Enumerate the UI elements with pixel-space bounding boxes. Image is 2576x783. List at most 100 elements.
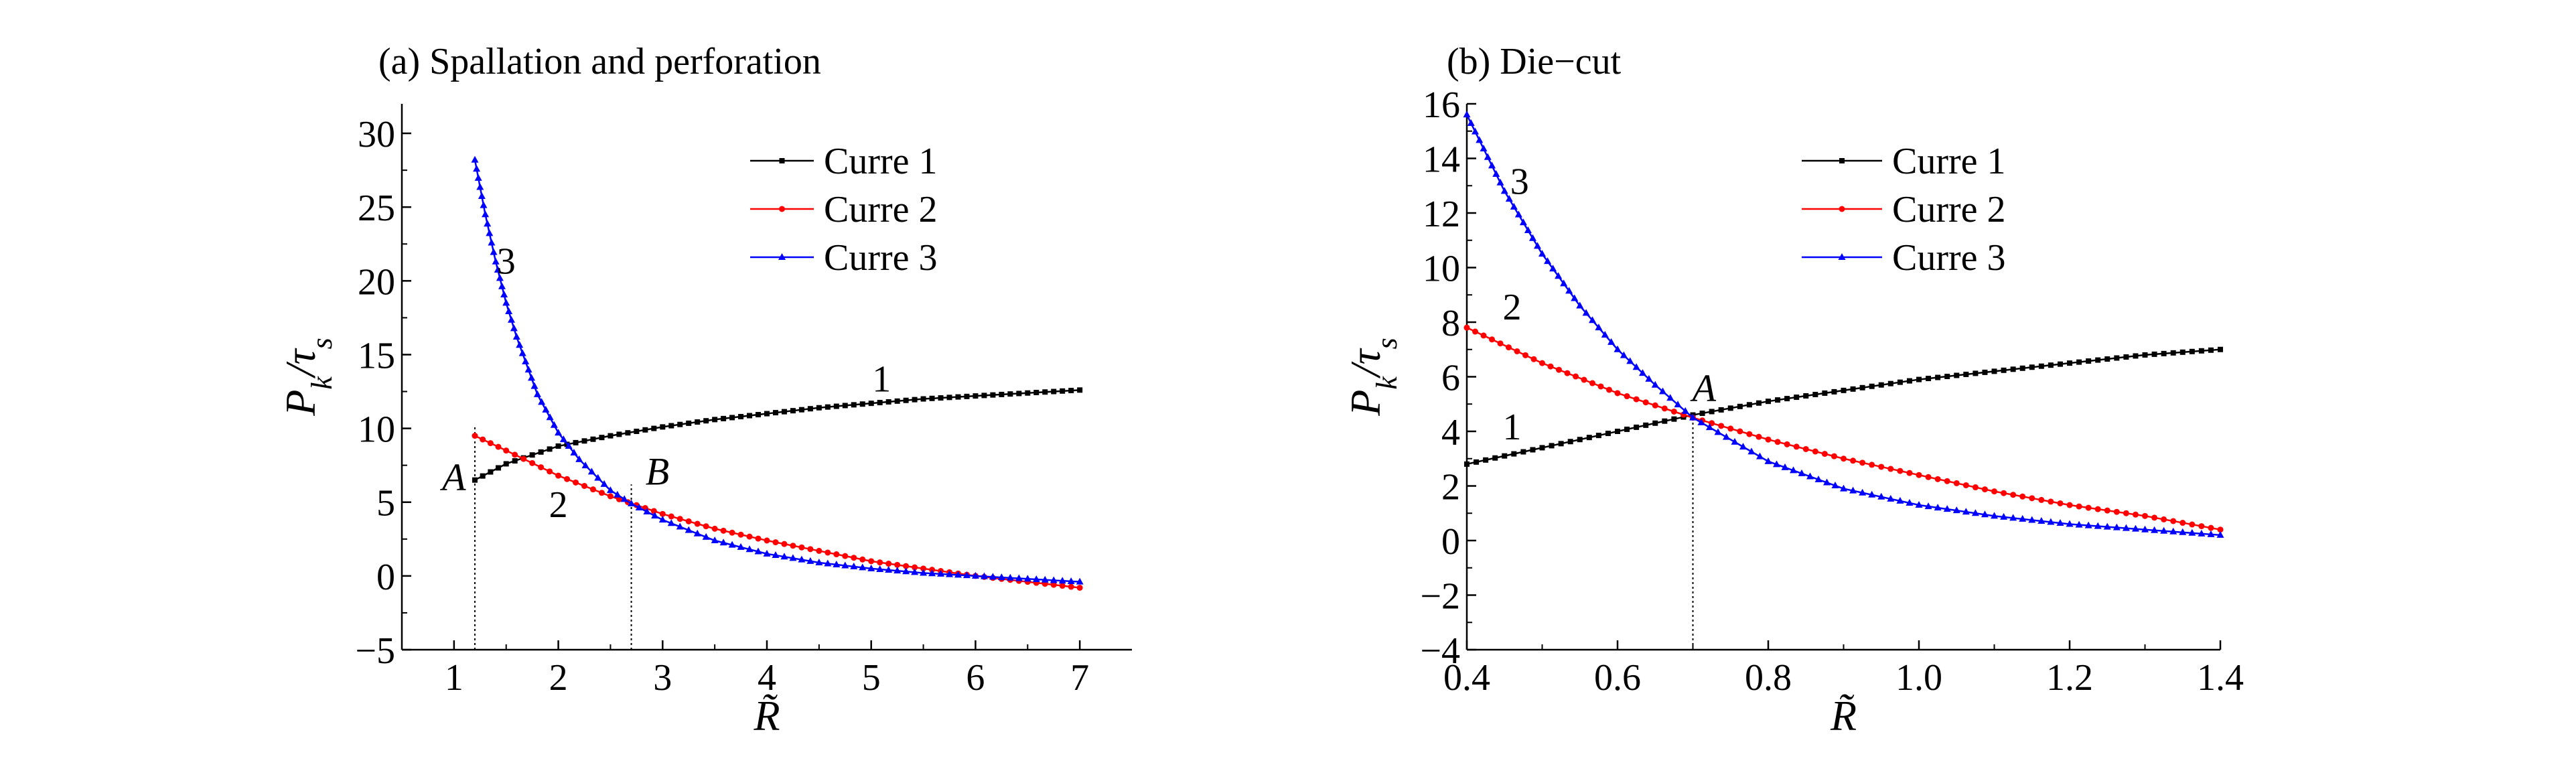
annotation-label: 1 <box>872 359 891 401</box>
data-point <box>538 398 546 405</box>
data-point <box>929 395 935 401</box>
data-point <box>1925 474 1932 480</box>
data-point <box>2076 359 2082 365</box>
data-point <box>1737 403 1743 409</box>
data-point <box>1831 482 1839 489</box>
data-point <box>1597 383 1604 390</box>
series-3 <box>1463 111 2224 538</box>
data-point <box>885 561 892 567</box>
data-point <box>1916 376 1922 382</box>
data-point <box>1076 577 1084 585</box>
data-point <box>2170 350 2176 356</box>
data-point <box>1887 494 1895 502</box>
data-point <box>1737 428 1743 435</box>
data-point <box>2010 366 2016 372</box>
data-point <box>1463 324 1470 331</box>
data-point <box>625 430 631 436</box>
data-point <box>1556 366 1562 373</box>
data-point <box>912 564 918 571</box>
data-point <box>1626 357 1634 364</box>
data-point <box>522 357 530 364</box>
annotation-label: A <box>439 455 466 499</box>
data-point <box>1746 402 1752 408</box>
data-point <box>1915 501 1923 508</box>
data-point <box>877 559 883 566</box>
data-point <box>912 397 918 403</box>
data-point <box>1502 453 1508 459</box>
data-point <box>530 382 539 389</box>
data-point <box>570 448 578 455</box>
data-point <box>1897 379 1903 385</box>
data-point <box>1764 457 1772 464</box>
data-point <box>2151 514 2158 521</box>
data-point <box>1033 389 1040 395</box>
data-point <box>894 398 900 404</box>
data-point <box>1614 345 1622 352</box>
data-point <box>1564 370 1571 376</box>
data-point <box>2057 500 2064 506</box>
data-point <box>1850 457 1857 464</box>
data-point <box>1944 478 1950 484</box>
data-point <box>1496 178 1504 186</box>
annotation-label: 3 <box>497 240 516 282</box>
x-tick-label: 6 <box>966 657 985 699</box>
data-point <box>1906 378 1912 384</box>
data-point <box>2076 503 2082 510</box>
data-point <box>598 490 605 496</box>
data-point <box>876 565 884 572</box>
data-point <box>816 405 822 411</box>
x-axis-label: R̃ <box>753 692 780 739</box>
data-point <box>2000 512 2008 520</box>
data-point <box>1766 399 1771 405</box>
data-point <box>790 543 796 549</box>
data-point <box>1878 382 1884 388</box>
legend-label: Curre 1 <box>824 141 938 182</box>
data-point <box>1571 294 1579 301</box>
data-point <box>555 429 563 436</box>
data-point <box>973 393 979 399</box>
data-point <box>1991 368 1997 374</box>
data-point <box>807 546 814 553</box>
annotation-label: B <box>646 449 669 493</box>
legend-marker <box>1839 158 1845 163</box>
data-point <box>756 412 762 418</box>
data-point <box>542 405 550 413</box>
y-tick-label: 4 <box>1441 412 1460 453</box>
data-point <box>825 549 831 556</box>
series-1 <box>1464 346 2223 467</box>
x-tick-label: 0.8 <box>1745 657 1792 699</box>
data-point <box>1731 437 1739 445</box>
data-point <box>1480 145 1488 152</box>
data-point <box>1718 407 1724 413</box>
data-point <box>2047 518 2055 525</box>
data-point <box>685 526 693 533</box>
data-point <box>685 518 692 524</box>
data-point <box>711 537 719 543</box>
data-point <box>635 503 643 510</box>
data-point <box>512 451 518 458</box>
data-point <box>1582 309 1590 316</box>
data-point <box>903 397 909 403</box>
data-point <box>1991 512 1998 519</box>
data-point <box>729 529 735 536</box>
data-point <box>2057 361 2063 367</box>
data-point <box>1524 226 1532 233</box>
data-point <box>747 413 753 419</box>
data-point <box>1709 409 1715 415</box>
data-point <box>1476 136 1484 143</box>
data-point <box>990 392 996 398</box>
data-point <box>2217 526 2224 533</box>
data-point <box>1539 445 1545 451</box>
data-point <box>1068 583 1074 590</box>
data-point <box>1878 464 1885 470</box>
data-point <box>1681 407 1689 414</box>
data-point <box>1850 386 1856 392</box>
data-point <box>772 410 778 416</box>
data-point <box>1581 376 1587 383</box>
data-point <box>1605 431 1611 437</box>
data-point <box>806 557 814 564</box>
data-point <box>1642 399 1649 406</box>
series-line <box>474 389 1080 481</box>
data-point <box>2132 511 2139 518</box>
data-point <box>868 558 875 565</box>
